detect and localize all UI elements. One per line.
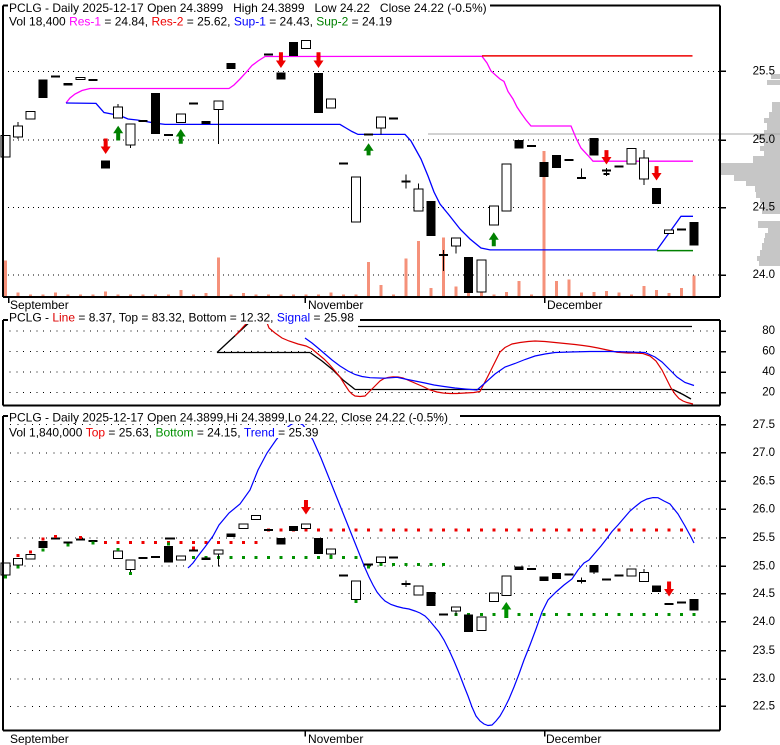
- svg-text:PCLG - Daily 2025-12-17 Open 2: PCLG - Daily 2025-12-17 Open 24.3899,Hi …: [9, 411, 448, 425]
- svg-text:December: December: [546, 732, 601, 745]
- svg-text:Vol 1,840,000 Top = 25.63, Bot: Vol 1,840,000 Top = 25.63, Bottom = 24.1…: [9, 426, 319, 440]
- svg-text:November: November: [308, 298, 363, 312]
- svg-text:27.0: 27.0: [753, 447, 775, 459]
- svg-text:24.5: 24.5: [753, 202, 775, 214]
- svg-text:40: 40: [762, 366, 775, 378]
- svg-text:Vol 18,400 Res-1 = 24.84, Res-: Vol 18,400 Res-1 = 24.84, Res-2 = 25.62,…: [9, 15, 392, 29]
- svg-text:26.0: 26.0: [753, 503, 775, 515]
- svg-text:November: November: [308, 732, 363, 745]
- svg-text:24.0: 24.0: [753, 616, 775, 628]
- svg-text:25.5: 25.5: [753, 66, 775, 78]
- svg-text:23.0: 23.0: [753, 673, 775, 685]
- svg-text:25.0: 25.0: [753, 134, 775, 146]
- svg-text:23.5: 23.5: [753, 645, 775, 657]
- svg-text:PCLG - Line = 8.37, Top = 83.3: PCLG - Line = 8.37, Top = 83.32, Bottom …: [9, 311, 354, 325]
- svg-text:27.5: 27.5: [753, 419, 775, 431]
- svg-text:26.5: 26.5: [753, 476, 775, 488]
- svg-text:60: 60: [762, 346, 775, 358]
- svg-text:PCLG - Daily 2025-12-17 Open 2: PCLG - Daily 2025-12-17 Open 24.3899 Hig…: [9, 1, 487, 15]
- svg-text:September: September: [10, 732, 69, 745]
- svg-text:80: 80: [762, 325, 775, 337]
- svg-text:20: 20: [762, 387, 775, 399]
- svg-text:25.5: 25.5: [753, 532, 775, 544]
- svg-text:24.5: 24.5: [753, 588, 775, 600]
- svg-text:December: December: [547, 298, 602, 312]
- svg-text:September: September: [10, 298, 69, 312]
- svg-text:25.0: 25.0: [753, 560, 775, 572]
- svg-text:22.5: 22.5: [753, 701, 775, 713]
- svg-text:24.0: 24.0: [753, 269, 775, 281]
